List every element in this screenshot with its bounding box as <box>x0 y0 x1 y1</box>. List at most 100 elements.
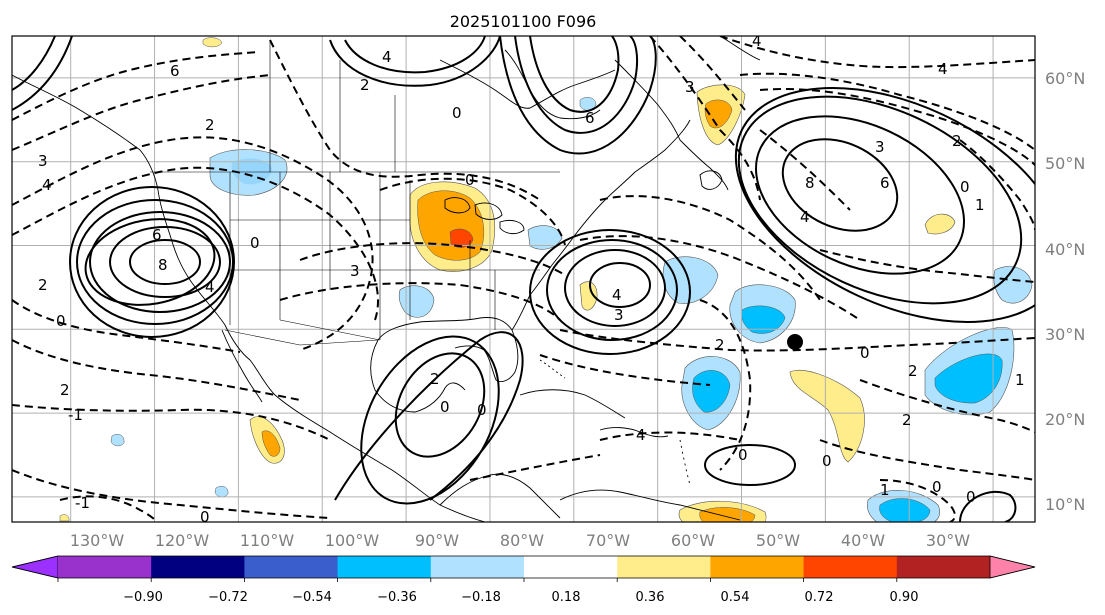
contour-label: 2 <box>902 411 912 429</box>
coastline <box>511 119 691 331</box>
contour-line <box>539 354 711 386</box>
contour-label: 4 <box>800 208 810 226</box>
contour-label: 3 <box>875 138 885 156</box>
shade-region <box>579 97 597 111</box>
contour-line <box>299 242 566 276</box>
shade-region <box>527 225 563 250</box>
contour-line <box>379 177 566 246</box>
contour-label: 0 <box>738 446 748 464</box>
coastline <box>599 427 669 438</box>
contour-line <box>599 195 821 301</box>
lon-label: 80°W <box>500 531 544 550</box>
coastline <box>370 339 466 413</box>
contour-label: 2 <box>952 132 962 150</box>
colorbar-label: −0.90 <box>123 590 163 605</box>
shade-region <box>924 213 956 235</box>
colorbar-labels: −0.90 −0.72 −0.54 −0.36 −0.18 0.18 0.36 … <box>123 590 918 605</box>
lon-label: 90°W <box>415 531 459 550</box>
contour-label: 6 <box>152 226 162 244</box>
political-borders <box>150 40 560 346</box>
colorbar-over-arrow <box>989 555 1036 579</box>
contour-label: 6 <box>880 174 890 192</box>
contour-label: 3 <box>38 152 48 170</box>
contour-line <box>546 239 678 341</box>
lon-label: 60°W <box>671 531 715 550</box>
border <box>279 319 381 341</box>
contour-label: 1 <box>1015 371 1025 389</box>
coastline <box>559 489 741 521</box>
contour-label: 0 <box>860 344 870 362</box>
contour-label: 2 <box>205 116 215 134</box>
contour-line <box>859 379 1035 433</box>
shade-region <box>741 305 786 334</box>
contour-labels: 8 6 4 0 2 2 -1 -1 0 2 6 3 4 4 2 0 6 3 4 … <box>38 36 1025 522</box>
shade-region <box>261 430 281 457</box>
lon-label: 110°W <box>240 531 295 550</box>
lat-labels: 60°N 50°N 40°N 30°N 20°N 10°N <box>1045 69 1085 514</box>
contour-line <box>12 469 331 519</box>
dashed-contours <box>12 36 1035 522</box>
lat-label: 60°N <box>1045 69 1085 88</box>
contour-label: 4 <box>636 426 646 444</box>
lat-label: 40°N <box>1045 240 1085 259</box>
shade-region <box>231 158 272 185</box>
great-lake <box>499 219 525 235</box>
contour-line <box>129 239 201 285</box>
contour-line <box>514 36 639 134</box>
contour-line <box>12 166 379 321</box>
colorbar-bin <box>244 556 339 578</box>
great-lake <box>474 202 503 220</box>
plot-content: 8 6 4 0 2 2 -1 -1 0 2 6 3 4 4 2 0 6 3 4 … <box>12 36 1035 522</box>
contour-line <box>12 299 241 353</box>
map-title: 2025101100 F096 <box>450 12 597 31</box>
coastline <box>221 329 263 403</box>
contour-line <box>12 74 271 151</box>
lon-label: 100°W <box>325 531 380 550</box>
contour-line <box>334 331 524 501</box>
solid-contours <box>12 36 1035 522</box>
shade-region <box>692 370 731 413</box>
contour-label: 3 <box>350 262 360 280</box>
shade-region <box>110 434 125 447</box>
shade-region <box>879 498 931 522</box>
colorbar-bin <box>710 556 805 578</box>
contour-label: 2 <box>908 362 918 380</box>
colorbar-bin <box>151 556 245 578</box>
contour-label: 0 <box>452 104 462 122</box>
contour-line <box>589 262 651 308</box>
contour-label: 4 <box>205 278 215 296</box>
contour-line <box>959 139 1035 231</box>
contour-label: 0 <box>960 178 970 196</box>
lat-label: 20°N <box>1045 410 1085 429</box>
border <box>224 329 379 346</box>
contour-label: -1 <box>68 406 83 424</box>
contour-line <box>781 138 899 232</box>
contour-line <box>599 431 741 441</box>
contour-label: 0 <box>465 171 475 189</box>
lat-label: 50°N <box>1045 154 1085 173</box>
contour-line <box>394 352 486 458</box>
contour-label: -1 <box>75 494 90 512</box>
contour-line <box>89 211 231 313</box>
contour-line <box>84 218 216 306</box>
contour-label: 2 <box>715 336 725 354</box>
contour-label: 2 <box>360 76 370 94</box>
coastline <box>439 59 616 109</box>
colorbar <box>11 555 1036 582</box>
contour-line <box>529 36 620 113</box>
lat-label: 30°N <box>1045 325 1085 344</box>
contour-line <box>734 87 1035 323</box>
contour-label: 0 <box>822 452 832 470</box>
colorbar-bin <box>896 556 991 578</box>
shade-region <box>934 353 1003 404</box>
colorbar-bin <box>337 556 432 578</box>
shade-region <box>398 285 435 318</box>
contour-label: 6 <box>170 62 180 80</box>
contour-line <box>819 439 1035 481</box>
contour-line <box>737 95 1023 305</box>
contour-label: 8 <box>158 256 168 274</box>
colorbar-bin <box>803 556 898 578</box>
coastline <box>12 74 486 522</box>
contour-label: 4 <box>382 48 392 66</box>
coastline <box>439 473 561 519</box>
